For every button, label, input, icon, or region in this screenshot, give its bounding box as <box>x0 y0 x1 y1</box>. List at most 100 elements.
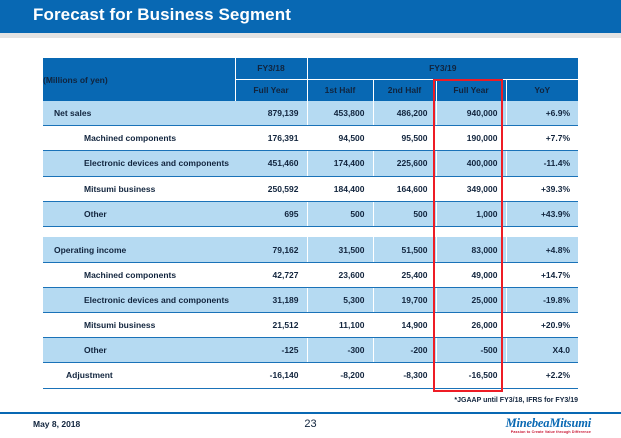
row-label-box: Electronic devices and components <box>43 287 235 312</box>
row-label-shading <box>79 151 235 176</box>
table-row: Mitsumi business 21,512 11,100 14,900 26,000… <box>43 312 579 339</box>
row-label-shading <box>49 237 235 262</box>
row-value-cell: 225,600 <box>372 150 436 177</box>
group-header-fy319: FY3/19 <box>307 58 579 80</box>
table-row: Mitsumi business 250,592 184,400 164,600 349… <box>43 176 579 202</box>
row-value-cell: +14.7% <box>505 262 579 288</box>
row-value-cell: 486,200 <box>372 101 436 127</box>
row-label-shading <box>79 338 235 363</box>
row-value-cell: 695 <box>235 201 307 227</box>
row-label-text: Other <box>84 345 107 356</box>
row-value-cell: 250,592 <box>235 176 307 202</box>
row-value-cell: -16,140 <box>235 362 307 389</box>
row-value-cell: 25,400 <box>372 262 436 288</box>
row-value-cell: 51,500 <box>372 237 436 263</box>
row-value-cell: 25,000 <box>435 287 506 314</box>
row-label-text: Net sales <box>54 108 92 119</box>
row-value-cell: 21,512 <box>235 312 307 339</box>
row-label-box: Machined components <box>43 126 235 150</box>
row-label-cell: Mitsumi business <box>43 312 235 339</box>
row-value-cell: 79,162 <box>235 237 307 263</box>
row-value-cell: 49,000 <box>435 262 506 288</box>
row-label-box: Other <box>43 338 235 363</box>
row-value-cell: 42,727 <box>235 262 307 288</box>
table-row: Electronic devices and components 31,189 5… <box>43 287 579 314</box>
spacer-cell <box>43 226 235 238</box>
row-value-cell: 5,300 <box>306 287 373 314</box>
page-title: Forecast for Business Segment <box>33 5 291 24</box>
row-value-cell: +39.3% <box>505 176 579 202</box>
row-value-cell: 83,000 <box>435 237 506 263</box>
table-row: Net sales 879,139 453,800 486,200 940,000 +6.… <box>43 101 579 127</box>
row-label-text: Machined components <box>84 133 177 144</box>
row-label-cell: Other <box>43 201 235 227</box>
row-value-cell: 19,700 <box>372 287 436 314</box>
row-label-box: Electronic devices and components <box>43 151 235 176</box>
row-label-cell: Net sales <box>43 101 235 127</box>
row-value-cell: 879,139 <box>235 101 307 127</box>
row-label-text: Adjustment <box>66 370 113 381</box>
row-value-cell: +7.7% <box>505 125 579 152</box>
row-value-cell: 174,400 <box>306 150 373 177</box>
row-value-cell: +2.2% <box>505 362 579 389</box>
row-value-cell: 11,100 <box>306 312 373 339</box>
table-row: Adjustment -16,140 -8,200 -8,300 -16,500 +2.2… <box>43 362 579 389</box>
company-logo: MinebeaMitsumi Passion to Create Value t… <box>505 416 592 435</box>
row-value-cell: 31,500 <box>306 237 373 263</box>
title-underline-divider <box>0 33 621 38</box>
unit-label-text: (Millions of yen) <box>43 74 108 85</box>
row-value-cell: 94,500 <box>306 125 373 152</box>
row-label-cell: Machined components <box>43 262 235 288</box>
company-logo-tagline: Passion to Create Value through Differen… <box>510 430 591 434</box>
footer-date: May 8, 2018 <box>33 419 81 429</box>
title-bar: Forecast for Business Segment <box>0 0 621 33</box>
row-value-cell: -500 <box>435 337 506 364</box>
row-label-cell: Electronic devices and components <box>43 287 235 314</box>
row-label-box: Mitsumi business <box>43 313 235 337</box>
table-row: Operating income 79,162 31,500 51,500 83,000… <box>43 237 579 263</box>
table-row: Other 695 500 500 1,000 +43.9% <box>43 201 579 227</box>
row-label-box: Mitsumi business <box>43 177 235 201</box>
row-value-cell: 453,800 <box>306 101 373 127</box>
col-header-fy318-full-year: Full Year <box>235 79 308 101</box>
row-label-cell: Electronic devices and components <box>43 150 235 177</box>
forecast-table-wrapper: (Millions of yen) FY3/18 FY3/19 Full Yea… <box>43 58 579 389</box>
row-label-cell: Operating income <box>43 237 235 263</box>
row-label-text: Operating income <box>54 244 127 255</box>
row-value-cell: -300 <box>306 337 373 364</box>
row-label-shading <box>49 101 235 126</box>
row-value-cell: 95,500 <box>372 125 436 152</box>
row-value-cell: 14,900 <box>372 312 436 339</box>
row-label-text: Electronic devices and components <box>84 294 230 305</box>
row-label-cell: Machined components <box>43 125 235 152</box>
table-header-row-groups: (Millions of yen) FY3/18 FY3/19 <box>43 58 579 101</box>
row-value-cell: 400,000 <box>435 150 506 177</box>
col-header-fy319-1st-half: 1st Half <box>307 79 374 101</box>
row-value-cell: 500 <box>306 201 373 227</box>
table-row: Other -125 -300 -200 -500 X4.0 <box>43 337 579 364</box>
table-row: Machined components 42,727 23,600 25,400 49,… <box>43 262 579 288</box>
row-value-cell: +43.9% <box>505 201 579 227</box>
col-header-fy319-full-year: Full Year <box>436 79 507 101</box>
row-value-cell: -19.8% <box>505 287 579 314</box>
row-value-cell: 26,000 <box>435 312 506 339</box>
footnote: *JGAAP until FY3/18, IFRS for FY3/19 <box>454 397 578 404</box>
row-value-cell: +6.9% <box>505 101 579 127</box>
table-header-row-columns: Full Year 1st Half 2nd Half Full Year Yo… <box>43 79 579 101</box>
table-body: Net sales 879,139 453,800 486,200 940,000 +6.… <box>43 101 579 389</box>
row-value-cell: +20.9% <box>505 312 579 339</box>
row-value-cell: 940,000 <box>435 101 506 127</box>
row-value-cell: 23,600 <box>306 262 373 288</box>
forecast-table: (Millions of yen) FY3/18 FY3/19 Full Yea… <box>43 58 579 389</box>
row-value-cell: -200 <box>372 337 436 364</box>
row-label-shading <box>79 287 235 312</box>
row-value-cell: 349,000 <box>435 176 506 202</box>
table-section-spacer <box>43 226 579 238</box>
row-value-cell: 1,000 <box>435 201 506 227</box>
company-logo-name: MinebeaMitsumi <box>505 416 592 430</box>
row-value-cell: 500 <box>372 201 436 227</box>
row-value-cell: -16,500 <box>435 362 506 389</box>
footer-page-number: 23 <box>304 418 317 430</box>
row-label-cell: Other <box>43 337 235 364</box>
